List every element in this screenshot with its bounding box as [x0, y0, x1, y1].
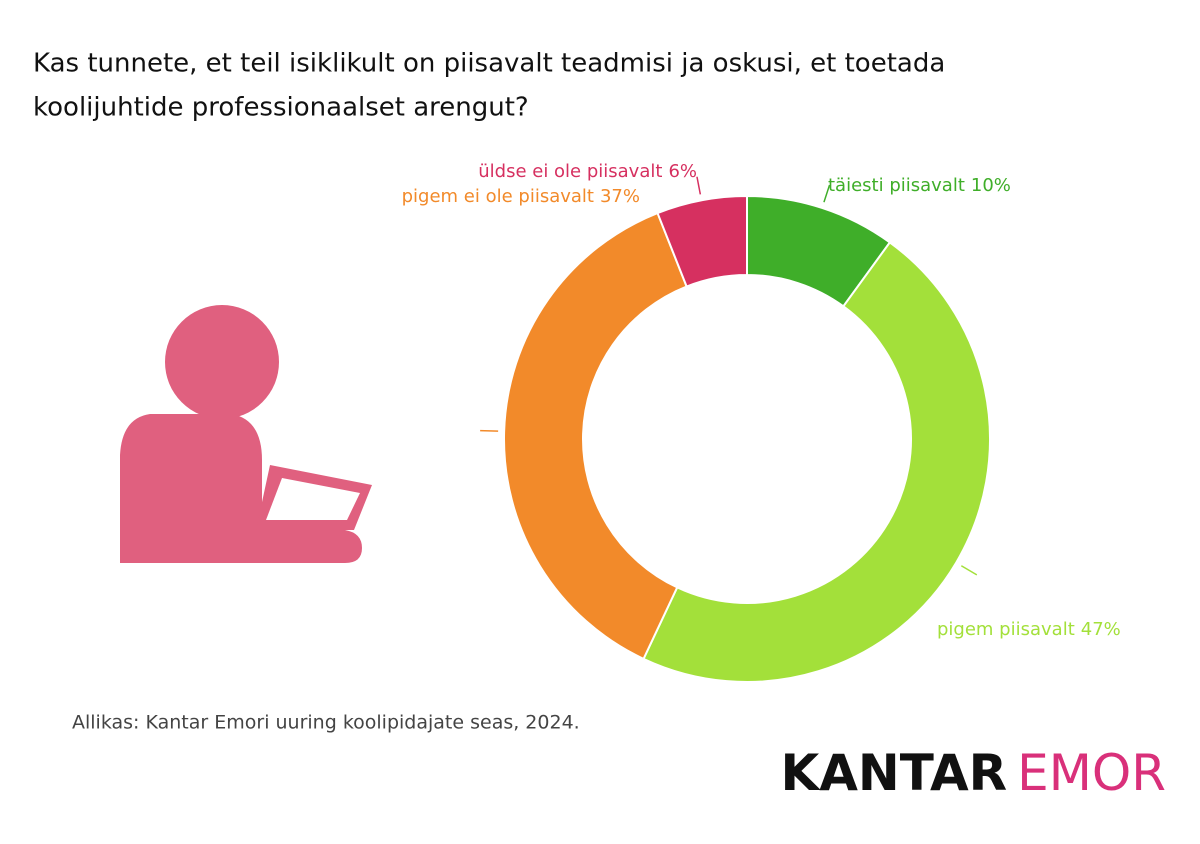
category-label: pigem ei ole piisavalt	[402, 186, 594, 207]
source-note: Allikas: Kantar Emori uuring koolipidaja…	[72, 712, 580, 734]
leader-line	[823, 184, 831, 203]
data-label: täiesti piisavalt 10%	[828, 175, 1011, 196]
logo: KANTAR EMOR	[780, 744, 1166, 802]
category-label: pigem piisavalt	[937, 619, 1075, 640]
value-label: 37%	[600, 186, 640, 207]
data-label: pigem ei ole piisavalt 37%	[402, 186, 640, 207]
logo-part: EMOR	[1017, 744, 1166, 802]
value-label: 6%	[668, 161, 697, 182]
category-label: täiesti piisavalt	[828, 175, 965, 196]
category-label: üldse ei ole piisavalt	[478, 161, 662, 182]
donut-segment	[642, 241, 991, 683]
data-label: üldse ei ole piisavalt 6%	[478, 161, 697, 182]
leader-line	[960, 565, 978, 576]
donut-segment	[503, 211, 688, 661]
chart-title: Kas tunnete, et teil isiklikult on piisa…	[33, 49, 945, 79]
leader-line	[696, 176, 702, 195]
chart-title: koolijuhtide professionaalset arengut?	[33, 93, 529, 123]
data-label: pigem piisavalt 47%	[937, 619, 1121, 640]
logo-part: KANTAR	[780, 744, 1007, 802]
donut-segment	[656, 194, 748, 288]
value-label: 47%	[1081, 619, 1121, 640]
leader-line	[480, 429, 499, 432]
value-label: 10%	[971, 175, 1011, 196]
person-icon	[120, 305, 372, 563]
